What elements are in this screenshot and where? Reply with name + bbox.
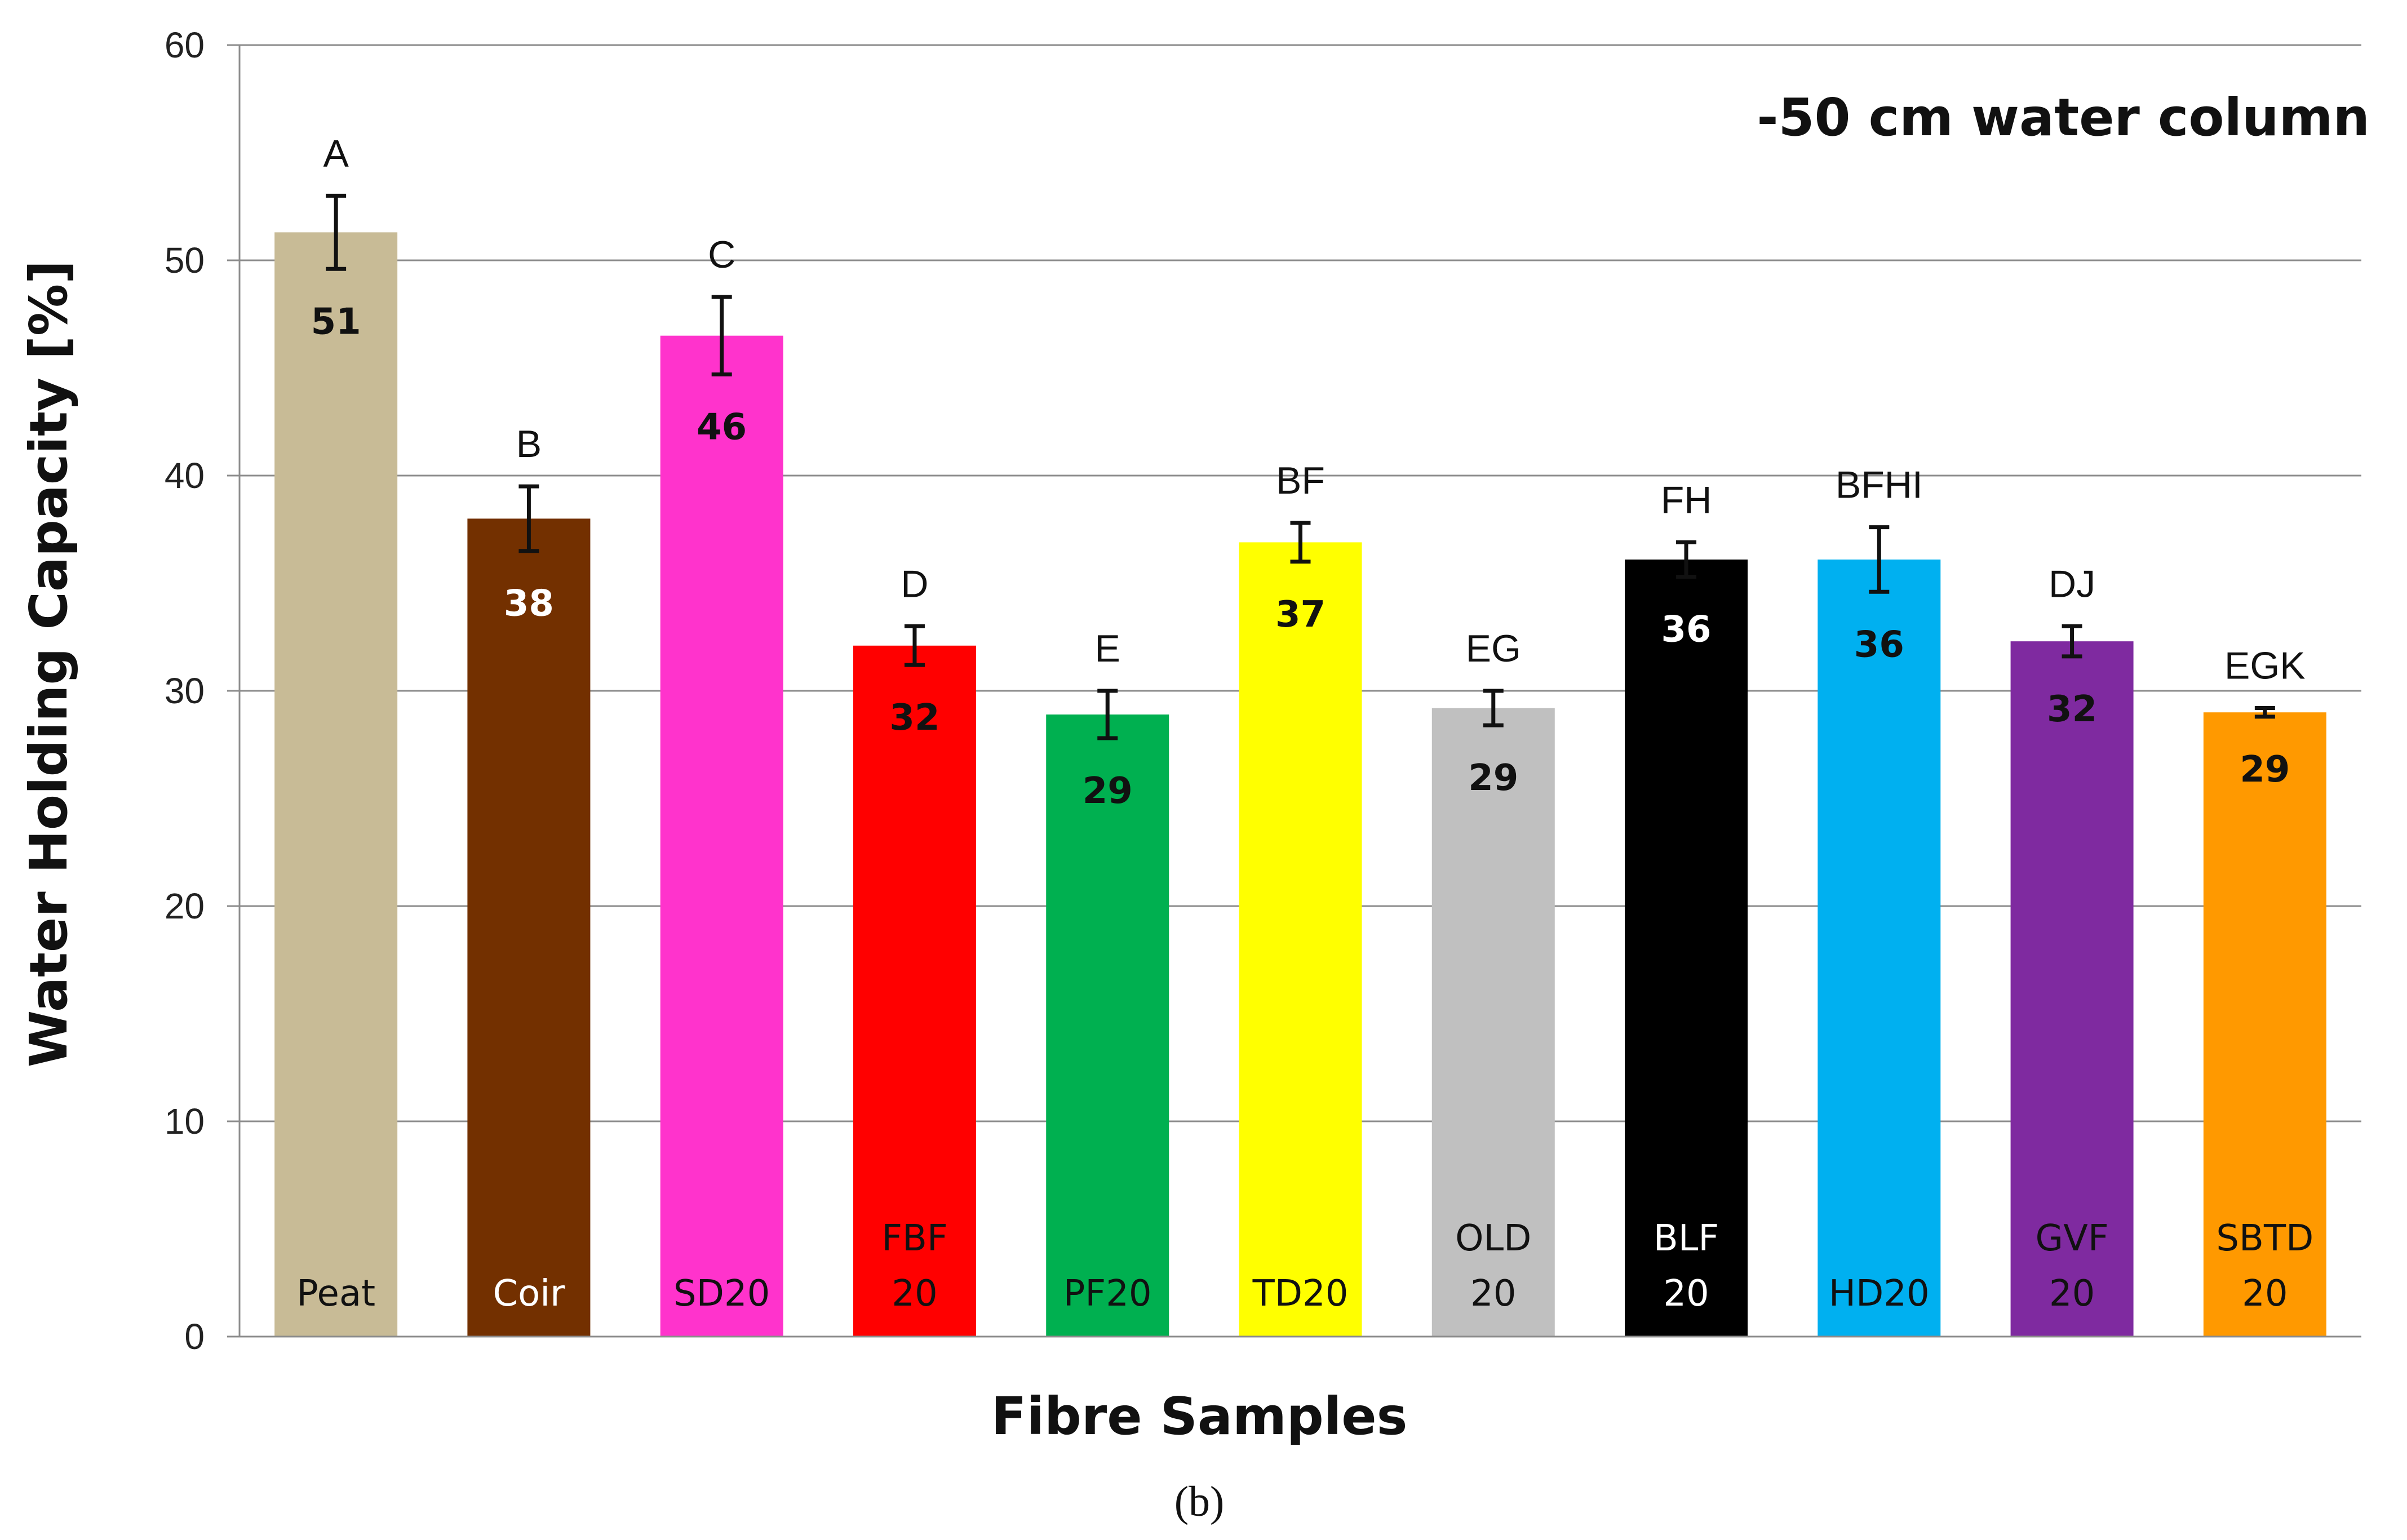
y-tick-label: 40 (165, 455, 205, 496)
bars: A 51 Peat B 38 Coir C 46 SD20 D 32 FBF 20 E 29 PF20 BF 37… (274, 132, 2326, 1337)
category-label: PF20 (1063, 1273, 1152, 1315)
y-axis-title: Water Holding Capacity [%] (19, 260, 79, 1067)
category-label: SBTD (2216, 1218, 2313, 1259)
category-label: 20 (2242, 1273, 2288, 1315)
data-label: 36 (1661, 609, 1712, 651)
bar (467, 518, 591, 1337)
category-label: Coir (493, 1273, 565, 1315)
category-label: 20 (892, 1273, 937, 1315)
bar (1046, 714, 1169, 1337)
significance-letter: BF (1276, 459, 1325, 502)
significance-letter: A (323, 132, 349, 175)
significance-letter: BFHI (1836, 464, 1923, 507)
y-tick-label: 50 (165, 240, 205, 281)
bar (660, 335, 783, 1337)
bar (1239, 542, 1362, 1337)
category-label: 20 (2049, 1273, 2095, 1315)
y-tick-label: 60 (165, 25, 205, 65)
category-label: FBF (881, 1218, 948, 1259)
data-label: 32 (889, 697, 939, 739)
data-label: 32 (2047, 689, 2097, 730)
significance-letter: C (708, 233, 735, 276)
significance-letter: DJ (2049, 562, 2095, 605)
data-label: 51 (311, 301, 361, 343)
category-label: 20 (1663, 1273, 1709, 1315)
category-label: TD20 (1252, 1273, 1349, 1315)
bar (2010, 641, 2134, 1337)
significance-letter: D (901, 562, 928, 605)
bar (853, 645, 976, 1337)
significance-letter: B (516, 423, 542, 465)
data-label: 29 (1083, 770, 1133, 812)
bar (1431, 708, 1555, 1337)
data-label: 29 (2240, 749, 2290, 791)
category-label: OLD (1455, 1218, 1531, 1259)
significance-letter: EG (1466, 627, 1521, 670)
x-axis-title: Fibre Samples (991, 1386, 1408, 1446)
bar (1625, 559, 1748, 1337)
category-label: BLF (1654, 1218, 1719, 1259)
category-label: SD20 (673, 1273, 770, 1315)
bar (274, 232, 398, 1337)
data-label: 36 (1854, 624, 1904, 665)
significance-letter: FH (1661, 478, 1712, 521)
chart-annotation: -50 cm water column (1757, 87, 2370, 148)
panel-label: (b) (1174, 1478, 1225, 1525)
axes: 0 10 20 30 40 50 60 (165, 25, 2361, 1357)
significance-letter: E (1095, 627, 1120, 670)
y-tick-label: 30 (165, 671, 205, 711)
category-label: HD20 (1829, 1273, 1930, 1315)
significance-letter: EGK (2224, 645, 2306, 687)
y-tick-label: 10 (165, 1101, 205, 1142)
category-label: 20 (1470, 1273, 1516, 1315)
data-label: 46 (697, 406, 747, 448)
category-label: GVF (2035, 1218, 2108, 1259)
data-label: 38 (504, 583, 554, 625)
y-tick-label: 0 (184, 1316, 205, 1357)
bar (2203, 712, 2326, 1337)
category-label: Peat (296, 1273, 375, 1315)
data-label: 29 (1468, 757, 1518, 799)
bar (1818, 559, 1941, 1337)
y-tick-label: 20 (165, 886, 205, 926)
data-label: 37 (1275, 594, 1326, 636)
